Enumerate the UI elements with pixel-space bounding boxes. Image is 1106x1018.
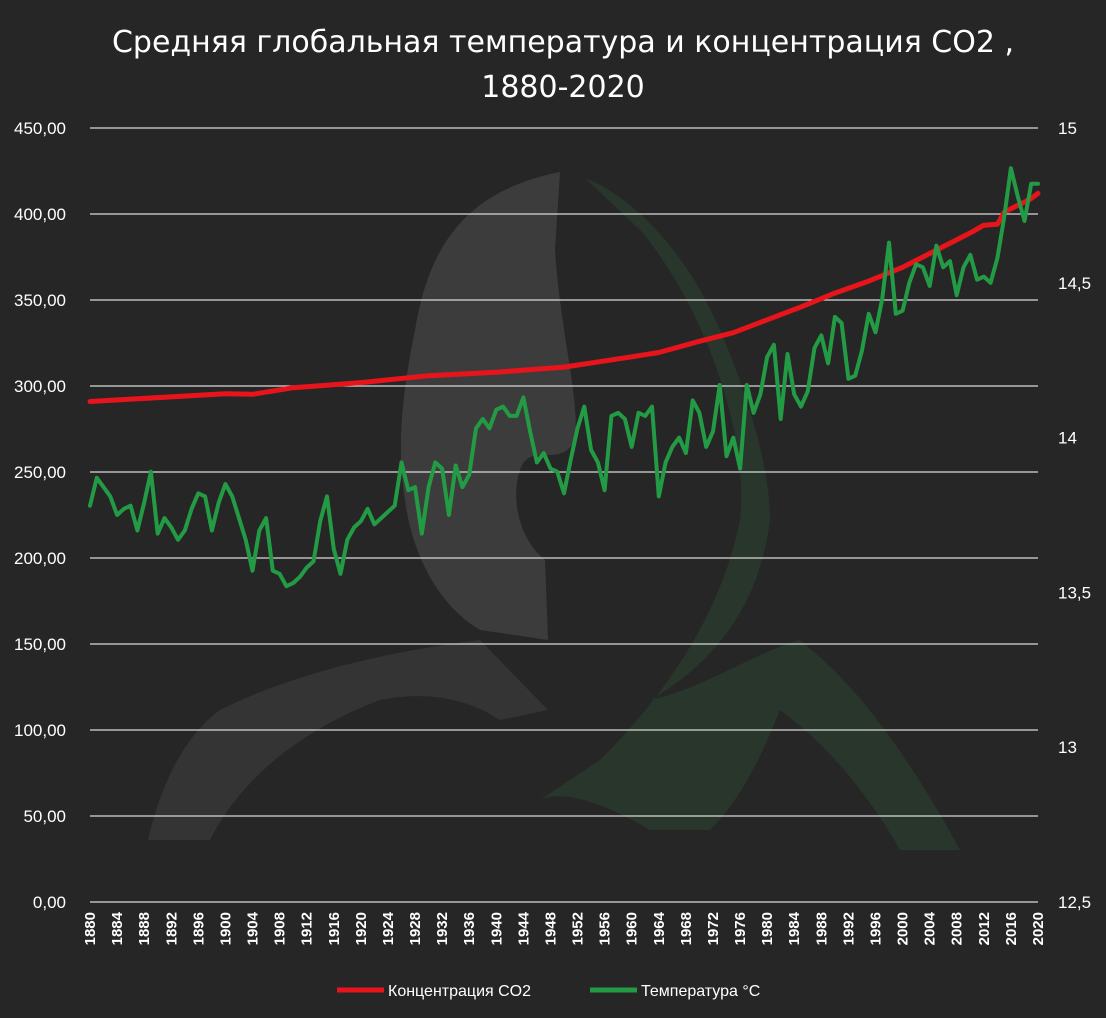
x-tick-label: 2020 <box>1030 912 1047 945</box>
x-tick-label: 1916 <box>326 912 343 945</box>
y-right-tick-label: 14,5 <box>1058 274 1091 293</box>
y-left-tick-label: 450,00 <box>14 119 66 138</box>
y-axis-left: 0,00 50,00 100,00 150,00 200,00 250,00 300,00 3… <box>14 119 66 912</box>
x-tick-label: 1948 <box>542 912 559 945</box>
chart-title: Средняя глобальная температура и концент… <box>112 25 1014 105</box>
y-right-tick-label: 15 <box>1058 119 1077 138</box>
x-tick-label: 1968 <box>678 912 695 945</box>
x-tick-label: 1984 <box>786 911 803 945</box>
y-right-tick-label: 13 <box>1058 738 1077 757</box>
x-tick-label: 1996 <box>867 912 884 945</box>
x-tick-label: 2012 <box>976 912 993 945</box>
x-tick-label: 2008 <box>949 912 966 945</box>
x-tick-label: 1884 <box>109 911 126 945</box>
x-tick-label: 1972 <box>705 912 722 945</box>
x-tick-label: 1936 <box>461 912 478 945</box>
temperature-series-line <box>88 166 1040 589</box>
y-left-tick-label: 400,00 <box>14 205 66 224</box>
y-right-tick-label: 13,5 <box>1058 583 1091 602</box>
x-tick-label: 1956 <box>597 912 614 945</box>
x-tick-label: 2016 <box>1003 912 1020 945</box>
x-tick-label: 1924 <box>380 911 397 945</box>
x-tick-label: 1988 <box>813 912 830 945</box>
x-tick-label: 1904 <box>245 911 262 945</box>
x-tick-label: 1912 <box>299 912 316 945</box>
y-left-tick-label: 150,00 <box>14 635 66 654</box>
x-tick-label: 1896 <box>190 912 207 945</box>
x-axis: 1880 1884 1888 1892 1896 1900 1904 1908 1912 1916… <box>82 911 1047 945</box>
co2-series-line <box>87 190 1041 404</box>
chart-title-line-2: 1880-2020 <box>481 70 645 105</box>
y-left-tick-label: 50,00 <box>23 807 66 826</box>
x-tick-label: 1888 <box>136 912 153 945</box>
y-left-tick-label: 300,00 <box>14 377 66 396</box>
x-tick-label: 1892 <box>163 912 180 945</box>
x-tick-label: 1980 <box>759 912 776 945</box>
x-tick-label: 2000 <box>895 912 912 945</box>
x-tick-label: 1952 <box>570 912 587 945</box>
x-tick-label: 2004 <box>922 911 939 945</box>
x-tick-label: 1964 <box>651 911 668 945</box>
legend-label-temperature: Температура °C <box>641 983 760 1000</box>
series-co2 <box>87 190 1041 404</box>
y-left-tick-label: 350,00 <box>14 291 66 310</box>
x-tick-label: 1976 <box>732 912 749 945</box>
y-right-tick-label: 14 <box>1058 429 1077 448</box>
x-tick-label: 1928 <box>407 912 424 945</box>
y-left-tick-label: 250,00 <box>14 463 66 482</box>
legend-label-co2: Концентрация CO2 <box>388 983 531 1000</box>
x-tick-label: 1908 <box>272 912 289 945</box>
chart-title-line-1: Средняя глобальная температура и концент… <box>112 25 1014 60</box>
y-axis-right: 12,5 13 13,5 14 14,5 15 <box>1058 119 1091 912</box>
y-left-tick-label: 100,00 <box>14 721 66 740</box>
hooded-figure-watermark <box>148 172 960 850</box>
series-temperature <box>88 166 1040 589</box>
y-left-tick-label: 200,00 <box>14 549 66 568</box>
y-left-tick-label: 0,00 <box>33 893 66 912</box>
x-tick-label: 1944 <box>515 911 532 945</box>
gridlines <box>90 127 1038 903</box>
x-tick-label: 1880 <box>82 912 99 945</box>
y-right-tick-label: 12,5 <box>1058 893 1091 912</box>
x-tick-label: 1940 <box>488 912 505 945</box>
legend: Концентрация CO2 Температура °C <box>337 983 760 1000</box>
x-tick-label: 1920 <box>353 912 370 945</box>
x-tick-label: 1900 <box>217 912 234 945</box>
x-tick-label: 1992 <box>840 912 857 945</box>
x-tick-label: 1960 <box>624 912 641 945</box>
x-tick-label: 1932 <box>434 912 451 945</box>
